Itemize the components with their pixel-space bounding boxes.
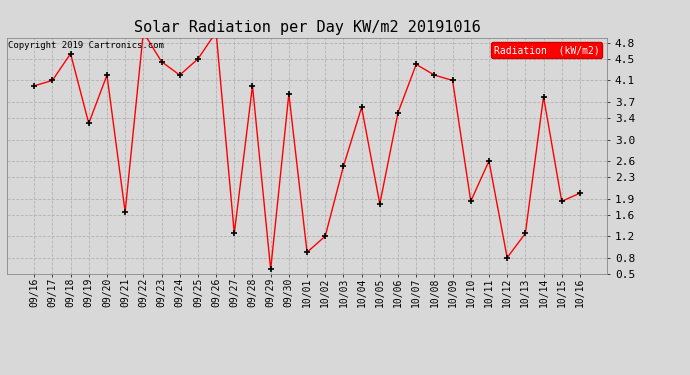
- Legend: Radiation  (kW/m2): Radiation (kW/m2): [491, 42, 602, 58]
- Text: Copyright 2019 Cartronics.com: Copyright 2019 Cartronics.com: [8, 41, 164, 50]
- Title: Solar Radiation per Day KW/m2 20191016: Solar Radiation per Day KW/m2 20191016: [134, 20, 480, 35]
